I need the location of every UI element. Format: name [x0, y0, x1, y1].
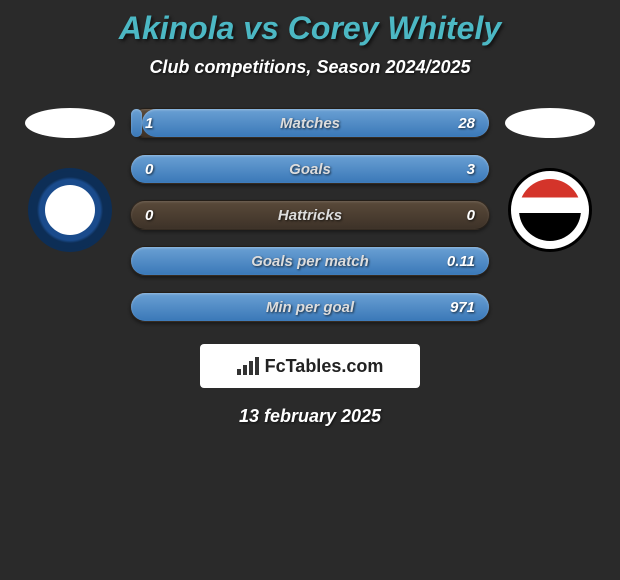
right-country-flag: [505, 108, 595, 138]
stat-value-right: 0: [435, 207, 475, 224]
stat-label: Hattricks: [185, 207, 435, 224]
right-player-column: [500, 108, 600, 252]
date-text: 13 february 2025: [0, 406, 620, 427]
page-title: Akinola vs Corey Whitely: [0, 10, 620, 47]
stat-label: Min per goal: [185, 299, 435, 316]
subtitle: Club competitions, Season 2024/2025: [0, 57, 620, 78]
comparison-card: Akinola vs Corey Whitely Club competitio…: [0, 0, 620, 427]
left-country-flag: [25, 108, 115, 138]
stat-label: Goals: [185, 161, 435, 178]
left-player-column: [20, 108, 120, 252]
stat-value-right: 971: [435, 299, 475, 316]
stat-row: 0Goals3: [130, 154, 490, 184]
stat-row: Min per goal971: [130, 292, 490, 322]
stat-row: Goals per match0.11: [130, 246, 490, 276]
stat-value-left: 1: [145, 115, 185, 132]
stat-value-left: 0: [145, 207, 185, 224]
brand-text: FcTables.com: [265, 356, 384, 377]
main-row: 1Matches280Goals30Hattricks0Goals per ma…: [0, 108, 620, 322]
stat-value-right: 3: [435, 161, 475, 178]
stat-value-left: 0: [145, 161, 185, 178]
stat-label: Goals per match: [185, 253, 435, 270]
stat-row: 0Hattricks0: [130, 200, 490, 230]
brand-logo: FcTables.com: [200, 344, 420, 388]
stat-value-right: 0.11: [435, 253, 475, 270]
stat-value-right: 28: [435, 115, 475, 132]
stat-label: Matches: [185, 115, 435, 132]
right-club-badge: [508, 168, 592, 252]
left-club-badge: [28, 168, 112, 252]
stat-fill-left: [131, 109, 142, 137]
bar-chart-icon: [237, 357, 259, 375]
stats-list: 1Matches280Goals30Hattricks0Goals per ma…: [130, 108, 490, 322]
stat-row: 1Matches28: [130, 108, 490, 138]
